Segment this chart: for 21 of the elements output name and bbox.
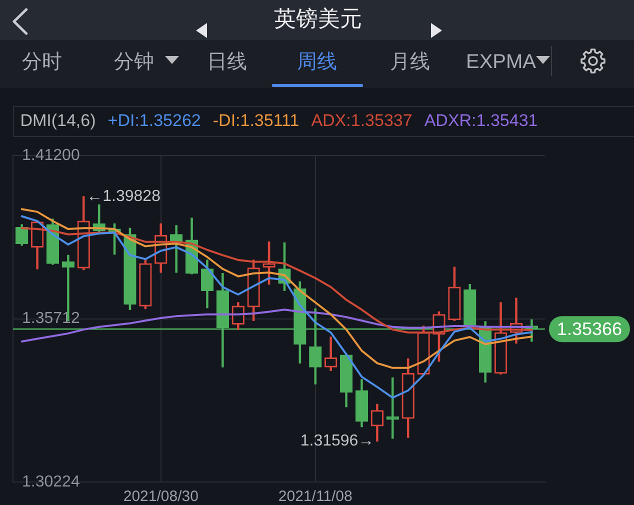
text: 月线 [390,50,430,75]
text: ADX:1.35337 [311,110,412,132]
text: EXPMA [466,50,536,75]
ref-line-label: 1.35366 [556,319,622,340]
y-tick-label: 1.35712 [22,310,80,328]
text: ADXR:1.35431 [424,110,538,132]
text: 分钟 [114,50,154,75]
y-tick-label: 1.30224 [22,473,80,490]
text: 分时 [22,50,62,75]
x-tick-label: 2021/08/30 [123,488,198,505]
text: 周线 [297,50,337,75]
text: +DI:1.35262 [108,110,201,132]
chart-title: 英镑美元 [274,6,362,34]
text: -DI:1.35111 [212,110,300,132]
text: 日线 [207,50,247,75]
annotation: 1.31596→ [300,432,374,450]
annotation: ←1.39828 [86,188,161,205]
x-tick-label: 2021/11/08 [278,488,352,505]
legend-title: DMI(14,6) [20,110,96,132]
candlestick [386,377,399,439]
y-tick-label: 1.41200 [22,147,80,164]
